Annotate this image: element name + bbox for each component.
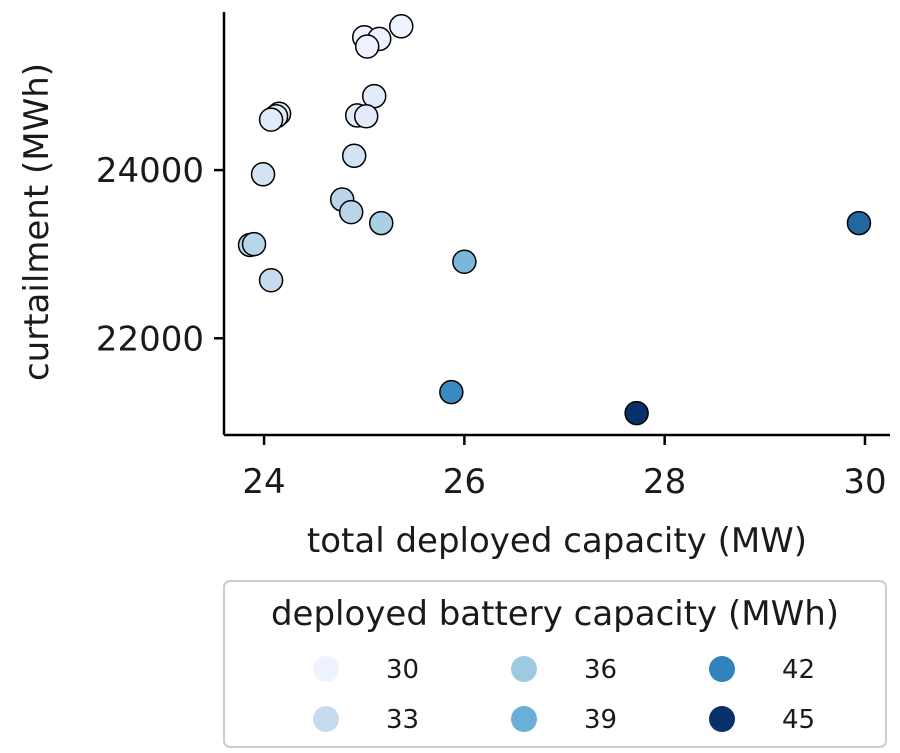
legend-marker xyxy=(709,706,735,732)
x-tick-label: 24 xyxy=(242,462,285,502)
data-point xyxy=(389,14,414,39)
data-point xyxy=(846,210,872,236)
y-axis-title: curtailment (MWh) xyxy=(17,63,57,381)
data-point xyxy=(250,162,276,187)
data-point xyxy=(241,231,267,257)
data-point xyxy=(353,104,379,129)
legend-label: 39 xyxy=(584,705,617,735)
y-tick-label: 24000 xyxy=(96,151,204,191)
x-tick-label: 26 xyxy=(443,462,486,502)
data-point xyxy=(624,400,649,426)
legend-marker xyxy=(511,656,537,682)
legend-marker xyxy=(313,656,339,682)
data-point xyxy=(258,107,284,132)
legend-title: deployed battery capacity (MWh) xyxy=(271,594,839,634)
x-axis-title: total deployed capacity (MW) xyxy=(307,521,807,561)
legend-label: 42 xyxy=(782,655,815,685)
data-points xyxy=(237,14,872,426)
data-point xyxy=(338,199,364,225)
x-tick-label: 28 xyxy=(643,462,686,502)
legend-marker xyxy=(709,656,735,682)
legend-label: 33 xyxy=(386,705,419,735)
data-point xyxy=(258,268,284,293)
legend-marker xyxy=(511,706,537,732)
y-tick-label: 22000 xyxy=(96,319,204,359)
legend-frame xyxy=(223,580,887,748)
data-point xyxy=(368,210,394,236)
legend-entries: 30 33 36 39 42 45 xyxy=(313,655,815,735)
data-point xyxy=(354,34,380,59)
x-tick-label: 30 xyxy=(843,462,886,502)
data-point xyxy=(439,379,464,405)
legend-marker xyxy=(313,706,339,732)
y-axis-ticks: 22000 24000 xyxy=(96,151,224,359)
x-axis-ticks: 24 26 28 30 xyxy=(242,435,887,502)
legend: deployed battery capacity (MWh) 30 33 36 39… xyxy=(223,580,887,748)
legend-label: 45 xyxy=(782,705,815,735)
legend-label: 30 xyxy=(386,655,419,685)
data-point xyxy=(452,249,477,275)
legend-label: 36 xyxy=(584,655,617,685)
plot-area: 24 26 28 30 22000 24000 xyxy=(96,12,890,502)
data-point xyxy=(341,143,367,169)
